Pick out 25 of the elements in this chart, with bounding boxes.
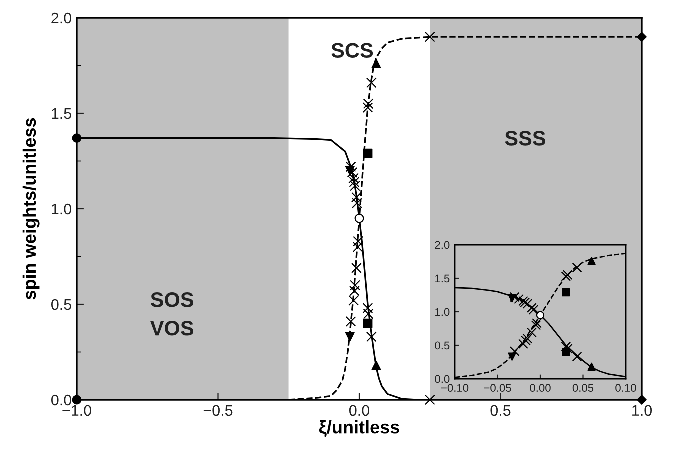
y-axis-title: spin weights/unitless [22, 118, 40, 300]
y-tick-label: 1.5 [52, 108, 72, 120]
y-tick-label: 0.5 [435, 342, 450, 350]
x-tick-label: 0.00 [530, 384, 551, 392]
x-tick-label: −0.05 [484, 384, 512, 392]
x-tick-label: −1.0 [62, 405, 92, 416]
x-tick-label: 0.05 [572, 384, 594, 392]
x-tick-label: −0.10 [441, 384, 469, 392]
y-tick-label: 1.5 [436, 274, 450, 283]
y-tick-label: 2.0 [435, 241, 450, 250]
y-tick-label: 1.0 [52, 204, 72, 215]
band-label: SCS [332, 43, 374, 58]
y-tick-label: 2.0 [52, 12, 72, 24]
x-tick-label: 0.0 [349, 405, 370, 416]
y-tick-label: 0.0 [435, 375, 450, 384]
x-tick-label: −0.5 [204, 405, 233, 416]
y-tick-label: 0.0 [52, 394, 72, 406]
x-axis-title: ξ/unitless [319, 420, 400, 438]
x-tick-label: 0.10 [616, 384, 636, 392]
x-tick-label: 1.0 [632, 405, 652, 416]
y-tick-label: 0.5 [52, 299, 72, 310]
band-label: SSS [505, 131, 546, 146]
band-label: SOS VOS [150, 292, 194, 336]
y-tick-label: 1.0 [436, 308, 450, 316]
x-tick-label: 0.5 [490, 405, 511, 416]
